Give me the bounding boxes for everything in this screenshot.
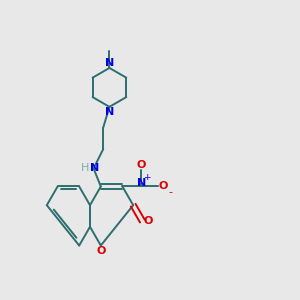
Text: N: N [137,178,146,188]
Text: N: N [105,58,114,68]
Text: N: N [105,107,114,117]
Text: O: O [96,246,106,256]
Text: O: O [159,182,168,191]
Text: N: N [91,163,100,173]
Text: -: - [168,187,172,197]
Text: O: O [137,160,146,170]
Text: +: + [143,173,151,182]
Text: O: O [144,216,153,226]
Text: H: H [81,163,89,173]
